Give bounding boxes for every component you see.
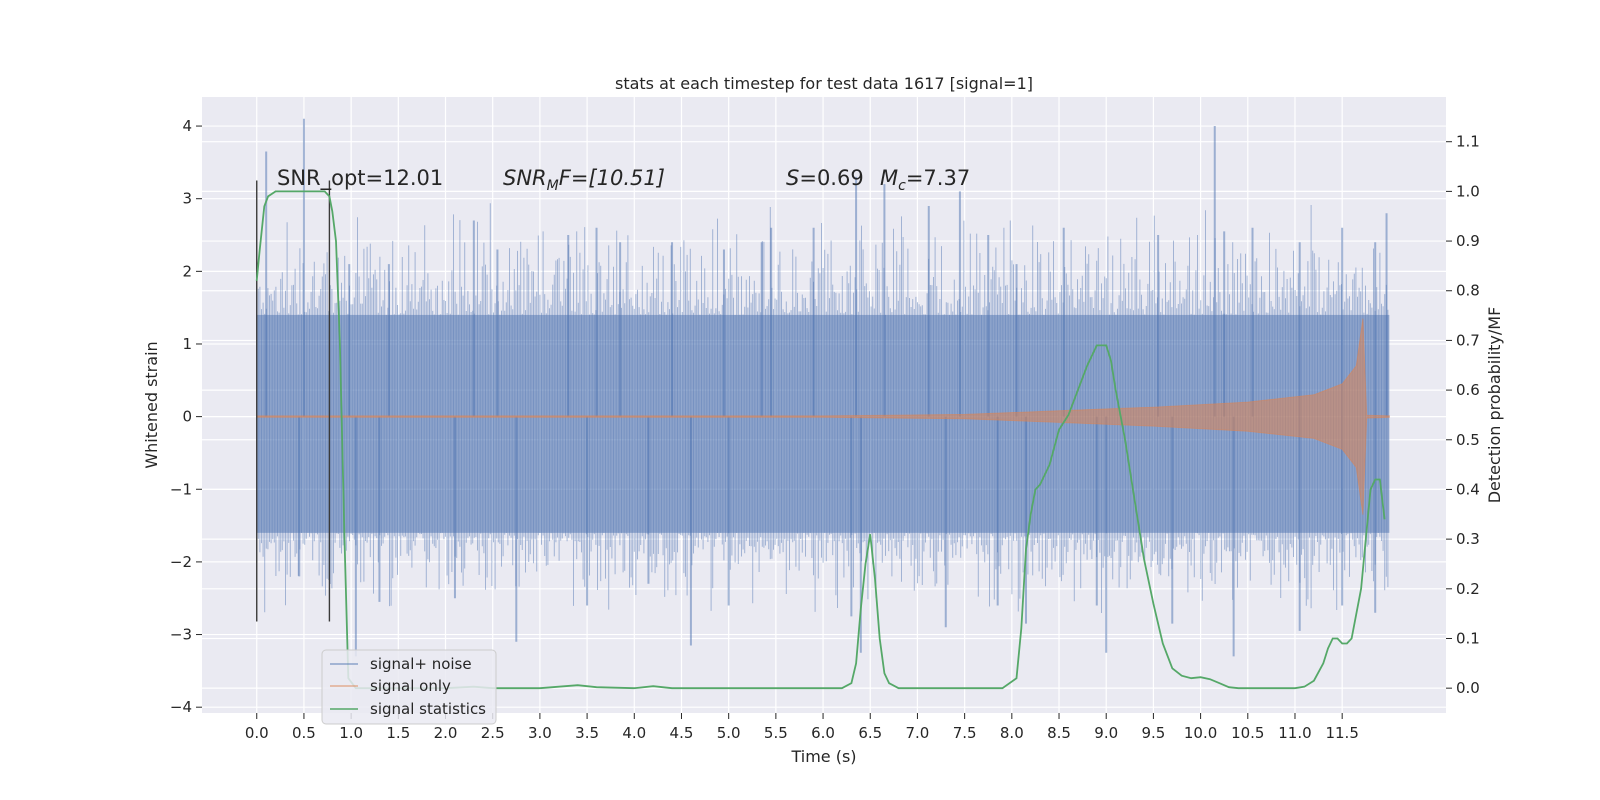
x-tick-label: 10.5 <box>1231 724 1264 742</box>
y-tick-label-left: 3 <box>182 190 192 208</box>
annotation-mc: Mc=7.37 <box>880 166 970 194</box>
legend: signal+ noise signal only signal statist… <box>321 649 497 725</box>
x-tick-label: 6.5 <box>858 724 882 742</box>
y-tick-label-right: 0.4 <box>1456 480 1480 498</box>
x-tick-label: 2.0 <box>434 724 458 742</box>
y-tick-label-right: 0.1 <box>1456 629 1480 647</box>
annotation-snr-opt: SNR_opt=12.01 <box>277 166 443 191</box>
y-tick-label-right: 0.5 <box>1456 431 1480 449</box>
y-tick-label-left: −4 <box>170 698 192 716</box>
x-tick-label: 8.0 <box>1000 724 1024 742</box>
x-tick-label: 3.0 <box>528 724 552 742</box>
y-axis-label-right: Detection probability/MF <box>1485 307 1504 504</box>
y-tick-label-right: 0.8 <box>1456 282 1480 300</box>
y-tick-label-right: 0.2 <box>1456 580 1480 598</box>
y-tick-label-right: 1.0 <box>1456 182 1480 200</box>
signal-only-envelope <box>256 318 1390 515</box>
chart-title: stats at each timestep for test data 161… <box>615 74 1033 93</box>
x-tick-label: 4.5 <box>670 724 694 742</box>
x-tick-label: 2.5 <box>481 724 505 742</box>
signal-only-series <box>256 318 1390 515</box>
x-axis-label: Time (s) <box>790 747 856 766</box>
x-tick-label: 9.5 <box>1141 724 1165 742</box>
y-tick-label-right: 0.9 <box>1456 232 1480 250</box>
x-tick-label: 6.0 <box>811 724 835 742</box>
x-tick-label: 10.0 <box>1184 724 1217 742</box>
legend-label-noise: signal+ noise <box>370 655 472 673</box>
annotation-s: S=0.69 <box>786 166 864 190</box>
x-tick-label: 7.5 <box>953 724 977 742</box>
y-tick-label-left: −2 <box>170 553 192 571</box>
axes-layer: 0.0 0.5 1.0 1.5 2.0 2.5 3.0 3.5 4.0 4.5 5.0 5.5 6.0 6… <box>170 117 1480 742</box>
x-tick-label: 5.5 <box>764 724 788 742</box>
x-tick-label: 0.0 <box>245 724 269 742</box>
x-tick-label: 11.0 <box>1278 724 1311 742</box>
y-tick-label-right: 0.7 <box>1456 331 1480 349</box>
annotation-snr-mf: SNRMF=[10.51] <box>503 166 665 194</box>
y-tick-label-left: 2 <box>182 262 192 280</box>
x-tick-label: 7.0 <box>906 724 930 742</box>
y-tick-label-left: 4 <box>182 117 192 135</box>
x-tick-label: 11.5 <box>1325 724 1358 742</box>
x-tick-label: 3.5 <box>575 724 599 742</box>
legend-box <box>321 649 497 725</box>
x-tick-label: 1.5 <box>386 724 410 742</box>
legend-label-signal: signal only <box>370 677 451 695</box>
y-tick-label-left: −3 <box>170 626 192 644</box>
x-tick-label: 9.0 <box>1094 724 1118 742</box>
x-tick-label: 5.0 <box>717 724 741 742</box>
x-tick-label: 4.0 <box>622 724 646 742</box>
y-tick-label-left: 0 <box>182 408 192 426</box>
y-tick-label-right: 0.0 <box>1456 679 1480 697</box>
y-tick-label-right: 1.1 <box>1456 133 1480 151</box>
x-tick-label: 1.0 <box>339 724 363 742</box>
marker-lines <box>256 180 331 622</box>
legend-label-statistics: signal statistics <box>370 700 486 718</box>
x-tick-label: 8.5 <box>1047 724 1071 742</box>
y-tick-label-right: 0.6 <box>1456 381 1480 399</box>
y-tick-label-left: 1 <box>182 335 192 353</box>
y-tick-label-right: 0.3 <box>1456 530 1480 548</box>
y-tick-label-left: −1 <box>170 480 192 498</box>
x-tick-label: 0.5 <box>292 724 316 742</box>
y-axis-label-left: Whitened strain <box>142 341 161 468</box>
